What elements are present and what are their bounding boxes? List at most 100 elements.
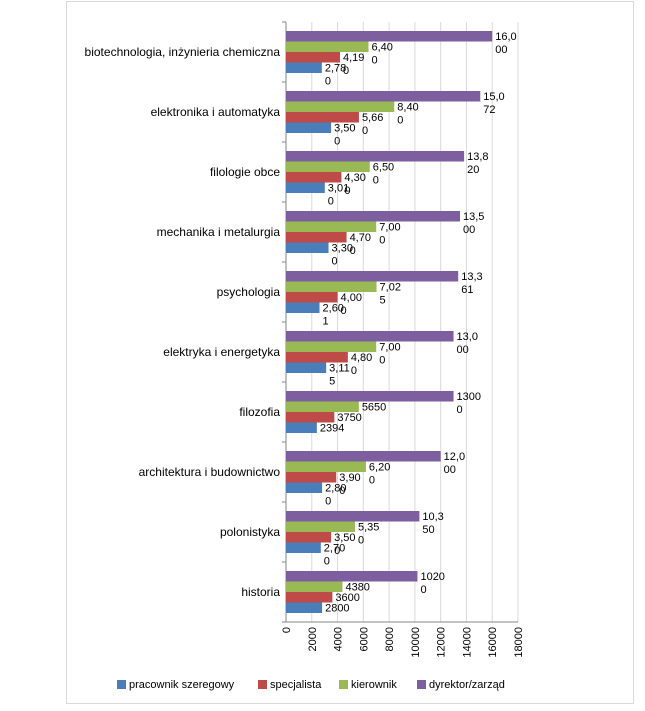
bar: kierownik: 6400 — [286, 41, 369, 52]
data-label: 0 — [371, 55, 377, 67]
data-label: 0 — [334, 545, 340, 557]
data-label: 4380 — [345, 582, 369, 594]
data-label: 2,60 — [323, 303, 344, 315]
category-label: psychologia — [217, 285, 281, 299]
x-tick-label: 2000 — [307, 627, 319, 651]
data-label: 5 — [329, 376, 335, 388]
data-label: 4,00 — [341, 292, 362, 304]
data-label: 7,00 — [379, 222, 400, 234]
data-label: 6,20 — [369, 462, 390, 474]
data-label: 7,00 — [379, 342, 400, 354]
bar: kierownik: 8400 — [286, 101, 395, 112]
bar: pracownik szeregowy: 3115 — [286, 362, 327, 373]
bar: kierownik: 5350 — [286, 521, 355, 532]
bar: dyrektor/zarząd: 13500 — [286, 211, 460, 222]
data-label: 2,78 — [325, 63, 346, 75]
data-label: 0 — [325, 76, 331, 88]
data-label: 20 — [467, 164, 479, 176]
data-label: 1020 — [420, 571, 444, 583]
data-label: 0 — [332, 256, 338, 268]
category-label: elektronika i automatyka — [151, 105, 281, 119]
data-label: 13,5 — [463, 211, 484, 223]
data-label: 10,3 — [422, 511, 443, 523]
data-label: 0 — [339, 485, 345, 497]
x-tick-label: 14000 — [461, 627, 473, 658]
bar: specjalista: 4300 — [286, 172, 342, 183]
bar: kierownik: 7000 — [286, 341, 377, 352]
data-label: 3,01 — [328, 183, 349, 195]
bar: pracownik szeregowy: 2780 — [286, 62, 322, 73]
data-label: 4,30 — [344, 172, 365, 184]
data-label: 2,80 — [325, 483, 346, 495]
data-label: 13,3 — [461, 271, 482, 283]
data-label: 2800 — [325, 603, 349, 615]
data-label: 3,30 — [332, 243, 353, 255]
data-label: 3,50 — [334, 123, 355, 135]
legend-entry: pracownik szeregowy — [129, 679, 235, 691]
data-label: 12,0 — [444, 451, 465, 463]
data-label: 0 — [379, 235, 385, 247]
x-tick-label: 16000 — [487, 627, 499, 658]
data-label: 1 — [323, 316, 329, 328]
data-label: 00 — [463, 224, 475, 236]
x-tick-label: 6000 — [358, 627, 370, 651]
data-label: 5650 — [362, 402, 386, 414]
data-label: 61 — [461, 284, 473, 296]
legend-swatch — [117, 680, 126, 689]
data-label: 72 — [483, 104, 495, 116]
data-label: 3600 — [335, 592, 359, 604]
bar: kierownik: 5650 — [286, 401, 359, 412]
data-label: 0 — [373, 175, 379, 187]
bar: kierownik: 6200 — [286, 461, 366, 472]
category-label: biotechnologia, inżynieria chemiczna — [85, 45, 281, 59]
category-label: polonistyka — [220, 525, 280, 539]
x-tick-label: 4000 — [333, 627, 345, 651]
bar: pracownik szeregowy: 3010 — [286, 182, 325, 193]
bar: pracownik szeregowy: 2800 — [286, 482, 323, 493]
legend-swatch — [339, 680, 348, 689]
bar: pracownik szeregowy: 3500 — [286, 122, 332, 133]
data-label: 3,50 — [334, 532, 355, 544]
legend-entry: kierownik — [351, 679, 397, 691]
category-label: filozofia — [239, 405, 280, 419]
bar: specjalista: 4700 — [286, 232, 347, 243]
data-label: 0 — [350, 245, 356, 257]
data-label: 0 — [351, 365, 357, 377]
data-label: 00 — [444, 464, 456, 476]
data-labels: 2,7804,1906,40016,0003,5005,6608,40015,0… — [320, 31, 517, 615]
x-tick-label: 8000 — [384, 627, 396, 651]
bar: dyrektor/zarząd: 13361 — [286, 271, 459, 282]
data-label: 0 — [379, 355, 385, 367]
bar: specjalista: 3900 — [286, 472, 337, 483]
data-label: 00 — [457, 344, 469, 356]
data-label: 2,70 — [324, 543, 345, 555]
data-label: 16,0 — [495, 31, 516, 43]
legend: pracownik szeregowy specjalista kierownik d… — [117, 679, 505, 691]
x-axis: 0 2000 4000 6000 8000 10000 12000 14000 16000 180… — [281, 21, 525, 658]
data-label: 8,40 — [397, 102, 418, 114]
bar: specjalista: 5660 — [286, 112, 359, 123]
data-label: 0 — [324, 556, 330, 568]
bar: pracownik szeregowy: 2700 — [286, 542, 321, 553]
data-label: 1300 — [457, 391, 481, 403]
bar: pracownik szeregowy: 3300 — [286, 242, 329, 253]
data-label: 5,35 — [358, 522, 379, 534]
x-tick-label: 0 — [281, 627, 293, 633]
bar: kierownik: 7000 — [286, 221, 377, 232]
data-label: 4,70 — [350, 232, 371, 244]
data-label: 3,11 — [329, 363, 350, 375]
data-label: 0 — [362, 125, 368, 137]
data-label: 13,8 — [467, 151, 488, 163]
x-tick-label: 18000 — [513, 627, 525, 658]
data-label: 0 — [328, 196, 334, 208]
data-label: 0 — [334, 136, 340, 148]
data-label: 0 — [344, 185, 350, 197]
data-label: 7,02 — [380, 282, 401, 294]
bar: dyrektor/zarząd: 13820 — [286, 151, 465, 162]
data-label: 0 — [369, 475, 375, 487]
category-label: mechanika i metalurgia — [157, 225, 281, 239]
category-labels: biotechnologia, inżynieria chemiczna elek… — [85, 45, 281, 599]
